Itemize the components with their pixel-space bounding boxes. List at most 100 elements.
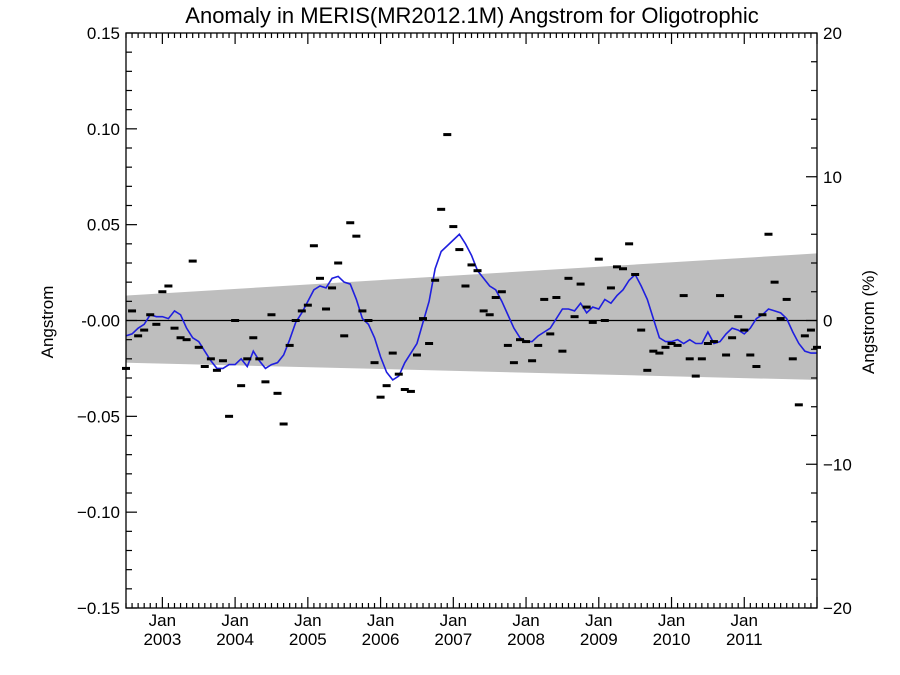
data-point xyxy=(473,269,482,273)
uncertainty-band xyxy=(126,253,817,380)
data-point xyxy=(176,336,185,340)
data-point xyxy=(582,305,591,309)
data-point xyxy=(703,342,712,345)
data-point xyxy=(231,319,240,322)
data-point xyxy=(352,234,361,238)
x-tick-month-label: Jan xyxy=(585,611,612,630)
data-point xyxy=(503,343,512,347)
data-point xyxy=(764,232,773,236)
data-point xyxy=(740,328,749,332)
plot-area xyxy=(122,32,821,609)
data-point xyxy=(437,207,446,211)
data-point xyxy=(285,343,294,347)
data-point xyxy=(600,319,609,322)
data-point xyxy=(152,322,161,326)
data-point xyxy=(800,334,809,338)
data-point xyxy=(685,357,694,361)
data-point xyxy=(516,338,525,342)
data-point xyxy=(722,353,731,357)
chart-title: Anomaly in MERIS(MR2012.1M) Angstrom for… xyxy=(185,3,758,28)
x-tick-month-label: Jan xyxy=(658,611,685,630)
data-point xyxy=(546,332,555,336)
data-point xyxy=(782,297,791,301)
data-point xyxy=(140,328,149,332)
data-point xyxy=(631,273,640,276)
data-point xyxy=(649,349,658,353)
data-point xyxy=(425,342,434,345)
x-tick-year-label: 2009 xyxy=(580,630,618,649)
y-tick-label: −0.10 xyxy=(77,503,120,522)
data-point xyxy=(728,336,737,340)
data-point xyxy=(400,388,409,391)
data-point xyxy=(267,313,276,317)
x-tick-year-label: 2008 xyxy=(507,630,545,649)
data-point xyxy=(394,372,403,376)
data-point xyxy=(358,309,367,313)
monthly-anomaly-points xyxy=(122,133,821,426)
x-tick-year-label: 2005 xyxy=(289,630,327,649)
data-point xyxy=(806,328,815,332)
data-point xyxy=(200,365,209,368)
y-tick-label: −0.05 xyxy=(77,407,120,426)
x-tick-month-label: Jan xyxy=(731,611,758,630)
data-point xyxy=(522,340,531,344)
y-right-tick-label: −20 xyxy=(823,599,852,618)
data-point xyxy=(388,351,397,355)
data-point xyxy=(564,276,573,280)
data-point xyxy=(467,263,476,267)
data-point xyxy=(158,290,167,294)
data-point xyxy=(364,319,373,322)
data-point xyxy=(315,276,324,280)
data-point xyxy=(370,361,379,365)
data-point xyxy=(376,395,385,399)
data-point xyxy=(406,389,415,393)
data-point xyxy=(334,261,343,265)
y-axis-label: Angstrom xyxy=(38,286,57,359)
data-point xyxy=(237,384,246,388)
data-point xyxy=(570,315,579,319)
data-point xyxy=(225,414,234,418)
data-point xyxy=(443,133,452,137)
data-point xyxy=(455,248,464,252)
data-point xyxy=(134,334,143,338)
x-axis: Jan2003Jan2004Jan2005Jan2006Jan2007Jan20… xyxy=(125,33,818,649)
data-point xyxy=(297,309,306,313)
data-point xyxy=(170,326,179,330)
data-point xyxy=(637,328,646,332)
x-tick-year-label: 2010 xyxy=(653,630,691,649)
data-point xyxy=(655,351,664,355)
data-point xyxy=(534,343,543,347)
data-point xyxy=(576,282,585,286)
data-point xyxy=(643,368,652,372)
data-point xyxy=(279,422,288,426)
data-point xyxy=(752,365,761,368)
data-point xyxy=(697,357,706,361)
x-tick-month-label: Jan xyxy=(367,611,394,630)
data-point xyxy=(491,296,500,299)
data-point xyxy=(461,284,470,288)
data-point xyxy=(758,313,767,317)
data-point xyxy=(303,303,312,307)
data-point xyxy=(485,313,494,317)
x-tick-year-label: 2003 xyxy=(143,630,181,649)
data-point xyxy=(479,309,488,313)
data-point xyxy=(661,345,670,349)
left-y-axis: 0.15 0.10 0.05 -0.00 −0.05 −0.10 −0.15 xyxy=(77,24,137,618)
data-point xyxy=(679,294,688,298)
y-tick-label: 0.05 xyxy=(87,216,120,235)
y-tick-label: 0.15 xyxy=(87,24,120,43)
data-point xyxy=(328,286,337,290)
data-point xyxy=(619,267,628,271)
data-point xyxy=(509,361,518,365)
data-point xyxy=(625,242,634,246)
data-point xyxy=(612,265,621,269)
data-point xyxy=(322,307,331,311)
data-point xyxy=(776,317,785,321)
x-tick-year-label: 2011 xyxy=(726,630,763,649)
data-point xyxy=(146,313,155,317)
data-point xyxy=(128,309,137,313)
data-point xyxy=(734,315,743,319)
data-point xyxy=(273,391,282,395)
data-point xyxy=(382,384,391,388)
data-point xyxy=(194,345,203,349)
